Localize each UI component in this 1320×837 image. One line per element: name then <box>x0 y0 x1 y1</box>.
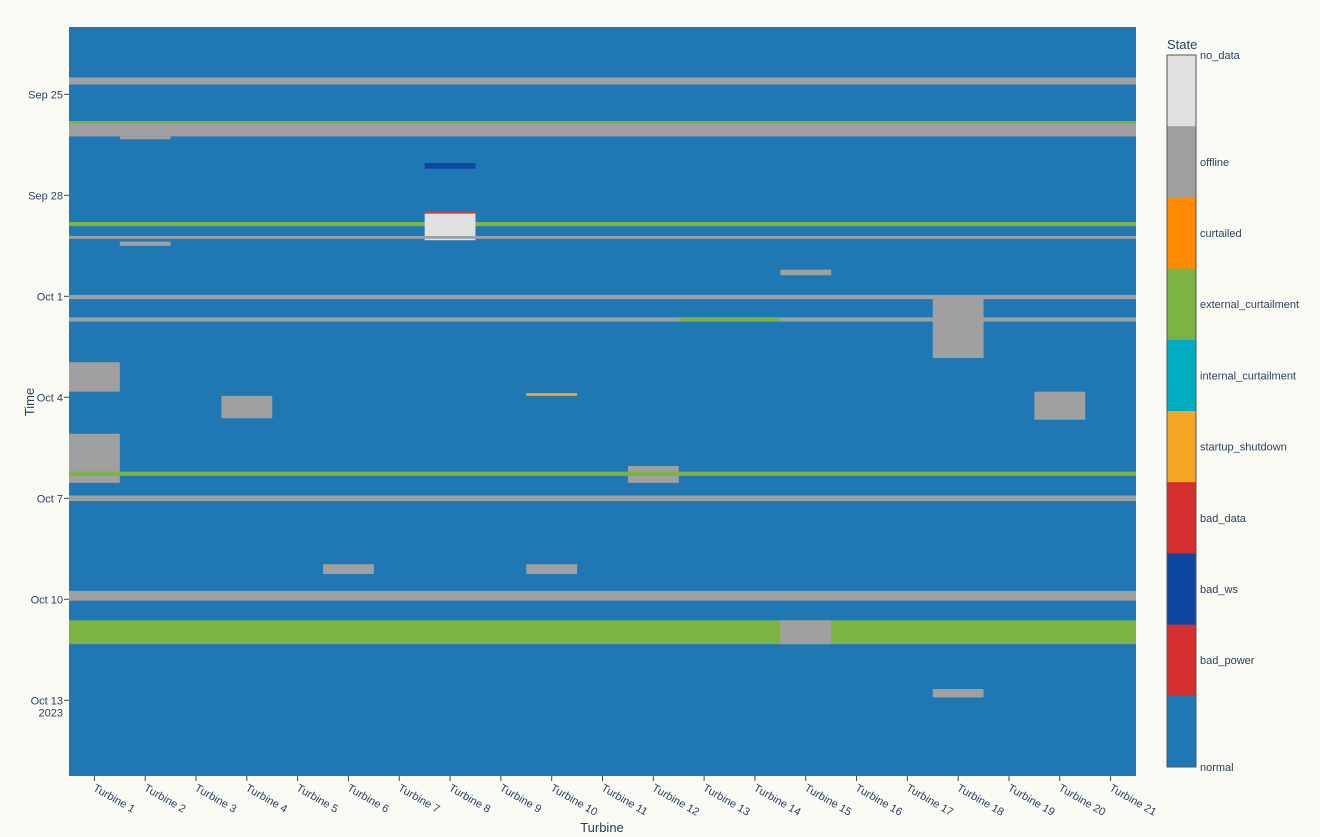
heatmap-cell-bad_power-7-t8 <box>424 212 476 214</box>
x-tick-label-0: Turbine 1 <box>91 782 137 815</box>
x-tick-label-14: Turbine 15 <box>802 782 853 818</box>
legend-title: State <box>1167 37 1197 52</box>
legend-label-external_curtailment: external_curtailment <box>1200 299 1299 311</box>
heatmap-cell-offline-0 <box>69 77 1136 85</box>
heatmap-cell-offline-17-t20 <box>1034 391 1086 420</box>
heatmap-cell-offline-11 <box>69 294 1136 300</box>
x-tick-label-20: Turbine 21 <box>1107 782 1158 818</box>
legend-label-normal: normal <box>1200 762 1234 774</box>
legend-label-no_data: no_data <box>1200 50 1241 62</box>
heatmap-cell-external_curtailment-21 <box>69 471 1136 476</box>
heatmap-cell-no_data-6-t8 <box>424 212 476 241</box>
x-tick-label-11: Turbine 12 <box>650 782 701 818</box>
x-tick-label-19: Turbine 20 <box>1056 782 1107 818</box>
heatmap-cell-offline-10-t15 <box>780 269 832 276</box>
heatmap-cell-offline-23-t10 <box>526 564 578 575</box>
legend-swatch-internal_curtailment <box>1167 339 1196 412</box>
x-tick-label-12: Turbine 13 <box>701 782 752 818</box>
legend-colorbar-outline <box>1166 54 1197 768</box>
legend-swatch-bad_power <box>1167 624 1196 697</box>
legend-label-offline: offline <box>1200 157 1229 169</box>
heatmap-cell-offline-22 <box>69 495 1136 502</box>
y-tick-label-1: Sep 28 <box>28 190 63 202</box>
heatmap-cell-offline-23-t6 <box>323 564 374 575</box>
heatmap-cell-external_curtailment-25 <box>69 620 1136 645</box>
y-tick-label-5: Oct 10 <box>31 594 63 606</box>
legend-label-curtailed: curtailed <box>1200 228 1242 240</box>
heatmap-cell-bad_ws-4-t8 <box>424 163 476 169</box>
heatmap-cell-offline-27-t18 <box>932 689 984 698</box>
legend-swatch-startup_shutdown <box>1167 411 1196 483</box>
heatmap-cell-external_curtailment-13-t14 <box>729 317 781 322</box>
legend-label-bad_power: bad_power <box>1200 655 1255 667</box>
legend-label-bad_ws: bad_ws <box>1200 584 1238 596</box>
x-tick-label-6: Turbine 7 <box>396 782 442 815</box>
y-tick-label-0: Sep 25 <box>28 89 63 101</box>
y-tick-label-3: Oct 4 <box>37 392 63 404</box>
heatmap-cell-offline-16-t4 <box>221 395 273 419</box>
x-tick-label-9: Turbine 10 <box>548 782 599 818</box>
heatmap-cell-startup_shutdown-18-t10 <box>526 393 578 396</box>
x-tick-label-3: Turbine 4 <box>243 782 289 815</box>
x-tick-label-18: Turbine 19 <box>1005 782 1056 818</box>
y-tick-label-6: Oct 13 <box>31 695 63 707</box>
x-tick-label-13: Turbine 14 <box>751 782 802 818</box>
heatmap-cell-external_curtailment-2 <box>69 120 1136 124</box>
heatmap-cell-external_curtailment-5 <box>69 221 1136 227</box>
y-tick-sublabel-6: 2023 <box>39 707 63 719</box>
x-tick-label-16: Turbine 17 <box>904 782 955 818</box>
x-axis-title: Turbine <box>580 820 624 835</box>
heatmap-cell-offline-24 <box>69 590 1136 601</box>
x-tick-label-1: Turbine 2 <box>142 782 188 815</box>
legend-label-bad_data: bad_data <box>1200 513 1247 525</box>
legend-swatch-external_curtailment <box>1167 268 1196 341</box>
legend-label-internal_curtailment: internal_curtailment <box>1200 370 1296 382</box>
heatmap-cell-offline-12 <box>69 317 1136 322</box>
x-tick-label-7: Turbine 8 <box>447 782 493 815</box>
y-axis-title: Time <box>22 388 37 416</box>
legend-swatch-curtailed <box>1167 197 1196 270</box>
x-tick-label-15: Turbine 16 <box>853 782 904 818</box>
heatmap-plot-area <box>69 27 1136 776</box>
y-axis: Sep 25 Sep 28 Oct 1 Oct 4 Oct 7 Oct 10 Oct 132… <box>28 89 69 719</box>
heatmap-cell-offline-3-t2 <box>119 136 171 140</box>
legend-label-startup_shutdown: startup_shutdown <box>1200 442 1287 454</box>
y-tick-label-4: Oct 7 <box>37 493 63 505</box>
heatmap-cell-offline-9-t2 <box>119 241 171 246</box>
heatmap-cell-offline-1 <box>69 122 1136 137</box>
heatmap-cell-offline-26-t15 <box>780 620 832 645</box>
x-axis: Turbine 1 Turbine 2 Turbine 3 Turbine 4 Turb… <box>91 776 1158 819</box>
heatmap-cell-offline-15-t1 <box>69 362 120 392</box>
x-tick-label-8: Turbine 9 <box>497 782 543 815</box>
heatmap-cell-offline-8 <box>69 235 1136 239</box>
legend-swatch-bad_data <box>1167 482 1196 554</box>
legend-swatch-normal <box>1167 695 1196 768</box>
heatmap-cell-external_curtailment-13-t13 <box>678 317 730 322</box>
heatmap-cell-offline-14-t18 <box>932 296 984 359</box>
y-tick-label-2: Oct 1 <box>37 291 63 303</box>
legend-swatch-no_data <box>1167 55 1196 127</box>
legend-swatch-bad_ws <box>1167 553 1196 626</box>
x-tick-label-5: Turbine 6 <box>345 782 391 815</box>
legend-swatch-offline <box>1167 126 1196 198</box>
x-tick-label-4: Turbine 5 <box>294 782 340 815</box>
x-tick-label-17: Turbine 18 <box>955 782 1006 818</box>
x-tick-label-10: Turbine 11 <box>599 782 649 818</box>
x-tick-label-2: Turbine 3 <box>193 782 239 815</box>
